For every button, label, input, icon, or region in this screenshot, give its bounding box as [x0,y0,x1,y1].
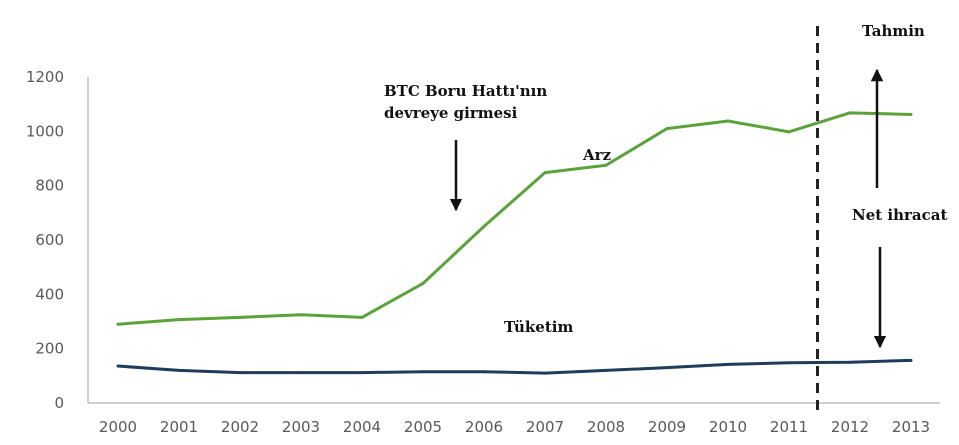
forecast-label: Tahmin [862,22,925,40]
y-axis-ticks: 0 200 400 600 800 1000 1200 [26,68,64,412]
data-point [848,111,852,115]
data-point [543,371,547,375]
x-tick-label: 2003 [282,418,320,436]
data-point [299,313,303,317]
y-tick-label: 200 [35,340,64,358]
series-line-1 [117,358,912,375]
series-line-0 [117,111,912,326]
data-point [238,371,242,375]
data-point [360,315,364,319]
data-point [482,224,486,228]
x-tick-label: 2002 [221,418,259,436]
data-point [238,315,242,319]
data-point [299,371,303,375]
btc-annotation-line1: BTC Boru Hattı'nın [384,82,547,100]
x-axis-ticks: 2000 2001 2002 2003 2004 2005 2006 2007 2008 2009… [99,418,930,436]
data-point [665,127,669,131]
data-point [665,366,669,370]
data-point [909,112,913,116]
data-point [604,368,608,372]
data-point [116,322,120,326]
data-point [116,364,120,368]
y-tick-label: 400 [35,285,64,303]
y-tick-label: 0 [54,394,64,412]
data-point [848,360,852,364]
y-tick-label: 600 [35,231,64,249]
series-lines [116,111,913,375]
x-tick-label: 2004 [343,418,381,436]
data-point [421,370,425,374]
data-point [787,361,791,365]
y-tick-label: 800 [35,177,64,195]
x-tick-label: 2011 [770,418,808,436]
x-tick-label: 2013 [892,418,930,436]
series-label-arz: Arz [582,146,612,164]
series-label-tuketim: Tüketim [504,318,573,336]
x-tick-label: 2006 [465,418,503,436]
data-point [604,163,608,167]
data-point [482,370,486,374]
net-exports-label: Net ihracat [852,206,947,224]
data-point [726,119,730,123]
data-point [909,358,913,362]
btc-annotation-line2: devreye girmesi [384,104,518,122]
x-tick-label: 2012 [831,418,869,436]
data-point [543,171,547,175]
data-point [177,368,181,372]
x-tick-label: 2007 [526,418,564,436]
x-tick-label: 2005 [404,418,442,436]
data-point [787,130,791,134]
y-tick-label: 1200 [26,68,64,86]
x-tick-label: 2000 [99,418,137,436]
data-point [360,371,364,375]
data-point [726,362,730,366]
x-tick-label: 2009 [648,418,686,436]
data-point [177,318,181,322]
x-tick-label: 2001 [160,418,198,436]
x-tick-label: 2008 [587,418,625,436]
data-point [421,281,425,285]
y-tick-label: 1000 [26,122,64,140]
x-tick-label: 2010 [709,418,747,436]
